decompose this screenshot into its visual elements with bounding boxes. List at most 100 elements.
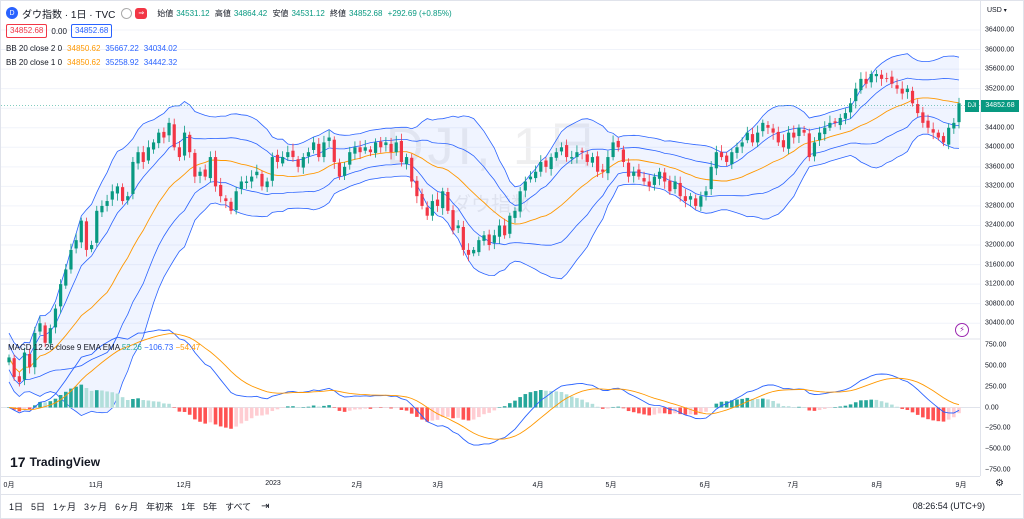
- macd-histogram-bar: [518, 397, 522, 408]
- candle-body: [895, 85, 899, 89]
- macd-histogram-bar: [853, 402, 858, 408]
- candle-body: [817, 132, 822, 141]
- macd-legend[interactable]: MACD 12 26 close 9 EMA EMA 52.26 −106.73…: [8, 343, 200, 352]
- macd-histogram-bar: [890, 404, 894, 408]
- currency-selector[interactable]: USD ▾: [987, 7, 1007, 14]
- candle-body: [647, 181, 651, 187]
- candle-body: [952, 122, 956, 129]
- macd-line-value: −106.73: [144, 343, 174, 352]
- candle-body: [606, 157, 610, 174]
- candle-body: [673, 181, 677, 190]
- candle-body: [797, 127, 801, 137]
- macd-histogram-bar: [761, 398, 765, 408]
- macd-histogram-bar: [146, 400, 151, 408]
- macd-histogram-bar: [311, 405, 316, 408]
- macd-histogram-bar: [569, 396, 574, 408]
- macd-histogram-bar: [533, 391, 538, 408]
- calendar-range-icon[interactable]: ⇥: [261, 500, 270, 512]
- time-tick-label: 4月: [532, 482, 544, 489]
- tradingview-logo[interactable]: 17 TradingView: [10, 454, 100, 470]
- macd-histogram-bar: [296, 407, 300, 408]
- time-axis[interactable]: 0月 11月 12月 2023 2月 3月 4月 5月 6月 7月 8月 9月: [1, 476, 980, 493]
- indicator-row-bb1[interactable]: BB 20 close 1 0 34850.62 35258.92 34442.…: [6, 55, 455, 69]
- candle-body: [616, 140, 620, 148]
- price-tick-label: 31200.00: [985, 280, 1015, 288]
- macd-histogram-bar: [771, 401, 775, 408]
- candle-body: [539, 161, 543, 172]
- candle-body: [415, 180, 419, 197]
- macd-histogram-bar: [864, 400, 868, 408]
- candle-body: [559, 147, 564, 152]
- candle-body: [229, 201, 233, 211]
- candle-body: [477, 240, 481, 253]
- candle-body: [611, 142, 615, 158]
- macd-histogram-bar: [797, 406, 801, 408]
- price-tick-label: 30400.00: [985, 319, 1015, 327]
- symbol-title[interactable]: ダウ指数 · 1日 · TVC: [22, 9, 116, 21]
- candle-body: [64, 269, 68, 286]
- buy-price-button[interactable]: 34852.68: [70, 24, 113, 38]
- candle-body: [745, 132, 749, 141]
- clock-display[interactable]: 08:26:54 (UTC+9): [912, 501, 985, 511]
- price-axis[interactable]: USD▾ 36400.00 36000.00 35600.00 35200.00 348…: [980, 0, 1023, 476]
- macd-histogram-bar: [538, 390, 543, 408]
- macd-histogram-bar: [683, 407, 688, 415]
- bottom-toolbar: 1日 5日 1ヶ月 3ヶ月 6ヶ月 年初来 1年 5年 すべて ⇥ 08:26:54 (UTC+…: [1, 494, 1021, 517]
- indicator-row-bb2[interactable]: BB 20 close 2 0 34850.62 35667.22 34034.…: [6, 41, 455, 55]
- timeframe-button[interactable]: 3ヶ月: [84, 501, 108, 512]
- price-tick-label: 36000.00: [985, 46, 1015, 54]
- macd-histogram-bar: [910, 407, 915, 413]
- price-tick-label: 34000.00: [985, 143, 1015, 151]
- lightning-icon[interactable]: ⚡: [955, 323, 969, 337]
- macd-histogram-bar: [807, 407, 812, 411]
- market-badge[interactable]: ⇒: [135, 7, 148, 19]
- candle-body: [549, 157, 553, 170]
- timeframe-button[interactable]: 1年: [181, 501, 196, 512]
- candle-body: [167, 122, 171, 136]
- candle-body: [12, 358, 16, 377]
- candle-body: [792, 132, 796, 138]
- macd-label: MACD 12 26 close 9 EMA EMA: [8, 343, 120, 352]
- macd-histogram-bar: [12, 407, 16, 410]
- candle-body: [879, 74, 884, 79]
- candle-body: [384, 142, 388, 146]
- timeframe-button[interactable]: すべて: [225, 501, 252, 512]
- candle-body: [425, 207, 429, 216]
- macd-histogram-bar: [642, 407, 646, 415]
- gear-icon[interactable]: ⚙: [995, 478, 1004, 489]
- candle-body: [709, 166, 713, 190]
- sell-price-button[interactable]: 34852.68: [6, 24, 48, 38]
- timeframe-button[interactable]: 年初来: [146, 501, 174, 512]
- candle-body: [208, 157, 212, 179]
- macd-histogram-bar: [843, 405, 848, 408]
- macd-histogram-bar: [554, 391, 559, 408]
- candle-body: [291, 150, 295, 158]
- price-tick-label: 34400.00: [985, 124, 1015, 132]
- candle-body: [766, 125, 770, 128]
- macd-histogram-bar: [234, 407, 238, 427]
- macd-histogram-bar: [358, 407, 362, 410]
- candle-body: [250, 176, 254, 182]
- macd-histogram-bar: [48, 401, 53, 408]
- macd-histogram-bar: [384, 407, 388, 408]
- symbol-price-tag: DJI: [965, 99, 979, 112]
- candle-body: [910, 90, 915, 104]
- price-chart[interactable]: [1, 0, 980, 476]
- timeframe-button[interactable]: 6ヶ月: [115, 501, 139, 512]
- macd-histogram-bar: [931, 407, 935, 421]
- chart-area[interactable]: DJI, 1日 ダウ指数: [1, 0, 980, 476]
- candle-body: [456, 225, 460, 229]
- macd-histogram-bar: [812, 407, 817, 411]
- timeframe-button[interactable]: 1ヶ月: [53, 501, 77, 512]
- candle-body: [854, 88, 858, 102]
- macd-histogram-bar: [229, 407, 233, 429]
- candle-body: [348, 152, 352, 165]
- macd-histogram-bar: [709, 407, 713, 408]
- candle-body: [534, 171, 538, 179]
- timeframe-button[interactable]: 5日: [31, 501, 46, 512]
- chart-legend: D ダウ指数 · 1日 · TVC ⇒ 始値 34531.12 高値 34864.4…: [6, 6, 455, 69]
- candle-body: [828, 122, 832, 128]
- timeframe-button[interactable]: 5年: [203, 501, 218, 512]
- candle-body: [864, 78, 868, 84]
- timeframe-button[interactable]: 1日: [9, 501, 24, 512]
